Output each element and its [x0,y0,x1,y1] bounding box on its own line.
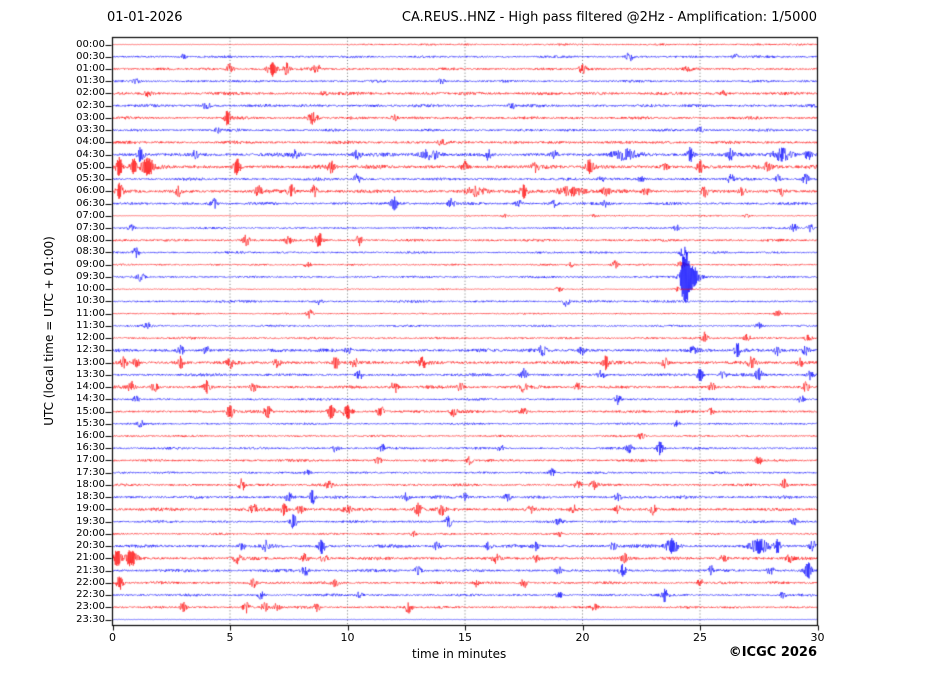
x-axis-label: time in minutes [412,647,507,661]
y-tick-label: 07:30 [76,222,105,233]
y-tick-label: 17:00 [76,454,105,466]
y-tick-label: 10:00 [76,283,105,295]
y-tick-label: 06:30 [76,197,105,209]
y-tick-label: 11:30 [76,319,105,331]
y-tick-label: 00:00 [76,38,105,50]
y-tick-label: 22:00 [76,576,105,588]
y-tick-label: 02:30 [76,99,105,111]
y-tick-label: 05:00 [76,160,105,172]
y-tick-label: 01:00 [76,62,105,74]
x-tick-label: 20 [575,631,590,644]
y-tick-label: 08:00 [76,234,105,246]
y-tick-label: 09:00 [76,258,105,270]
y-tick-label: 15:00 [76,405,105,417]
y-tick-label: 11:00 [76,307,105,319]
y-tick-label: 19:30 [76,515,105,527]
y-tick-label: 01:30 [76,75,105,87]
y-tick-label: 03:30 [76,124,105,136]
y-tick-label: 16:30 [76,442,105,454]
y-tick-label: 16:00 [76,429,105,441]
y-tick-label: 06:00 [76,185,105,197]
y-tick-label: 08:30 [76,246,105,258]
y-tick-label: 23:30 [76,613,105,625]
x-tick-label: 0 [109,631,116,644]
y-tick-label: 18:00 [76,478,105,490]
y-tick-label: 22:30 [76,589,105,601]
y-tick-label: 13:00 [76,356,105,368]
y-tick-label: 20:30 [76,540,105,552]
y-tick-label: 04:00 [76,136,105,148]
y-tick-label: 04:30 [76,148,105,160]
y-tick-label: 02:00 [76,87,105,99]
y-tick-label: 21:30 [76,564,105,576]
y-tick-label: 19:00 [76,503,105,515]
y-tick-label: 10:30 [76,295,105,307]
x-tick-label: 30 [810,631,825,644]
y-tick-label: 21:00 [76,552,105,564]
y-axis-label: UTC (local time = UTC + 01:00) [42,236,56,426]
x-tick-label: 5 [226,631,234,644]
y-tick-label: 17:30 [76,466,105,478]
x-tick-label: 15 [458,631,472,644]
y-tick-label: 12:00 [76,332,105,344]
y-tick-label: 23:00 [76,601,105,613]
y-tick-label: 12:30 [76,344,105,356]
y-tick-label: 09:30 [76,270,105,282]
y-tick-label: 14:30 [76,393,105,405]
copyright-credit: ©ICGC 2026 [728,645,817,660]
y-tick-label: 14:00 [76,381,105,393]
y-tick-label: 20:00 [76,527,105,539]
y-tick-label: 15:30 [76,417,105,429]
x-tick-label: 25 [693,631,707,644]
y-tick-label: 00:30 [76,50,105,62]
x-tick-label: 10 [340,631,355,644]
y-tick-label: 03:00 [76,111,105,123]
y-tick-label: 18:30 [76,491,105,503]
y-tick-label: 05:30 [76,173,105,185]
y-tick-label: 07:00 [76,209,105,221]
y-tick-label: 13:30 [76,368,105,380]
